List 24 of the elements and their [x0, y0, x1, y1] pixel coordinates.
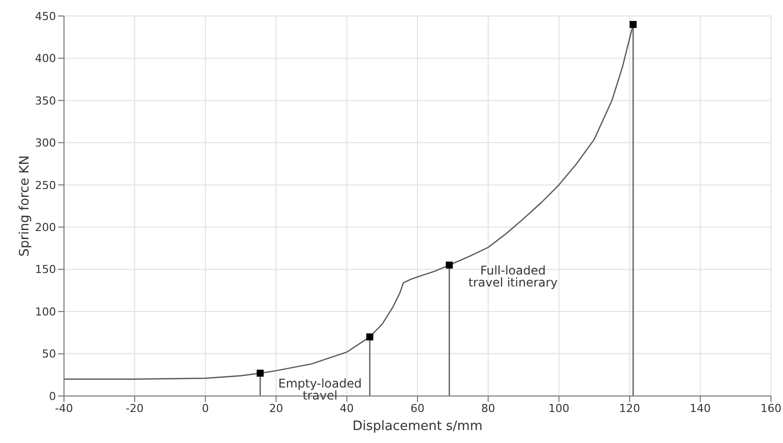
- y-tick-label: 150: [35, 263, 56, 276]
- y-tick-label: 50: [42, 348, 56, 361]
- x-tick-label: 160: [760, 402, 782, 415]
- y-tick-label: 0: [49, 390, 56, 403]
- x-tick-label: 140: [690, 402, 711, 415]
- annotation: Full-loaded travel itinerary: [468, 263, 558, 290]
- x-tick-label: -20: [126, 402, 144, 415]
- x-tick-label: 0: [202, 402, 209, 415]
- x-tick-label: 60: [410, 402, 424, 415]
- y-tick-label: 100: [35, 305, 56, 318]
- y-tick-label: 250: [35, 178, 56, 192]
- y-tick-label: 300: [35, 136, 56, 150]
- y-tick-label: 350: [35, 94, 56, 108]
- x-tick-label: 20: [269, 402, 284, 415]
- x-tick-label: 40: [340, 402, 354, 415]
- x-axis-title: Displacement s/mm: [352, 419, 482, 434]
- x-tick-label: 120: [619, 402, 640, 415]
- y-axis-title: Spring force KN: [18, 155, 33, 257]
- y-tick-label: 450: [35, 10, 56, 23]
- y-tick-label: 400: [35, 52, 56, 66]
- x-tick-label: 80: [481, 402, 496, 415]
- x-tick-label: 100: [548, 402, 570, 415]
- x-tick-label: -40: [55, 402, 73, 415]
- y-tick-label: 200: [35, 221, 56, 234]
